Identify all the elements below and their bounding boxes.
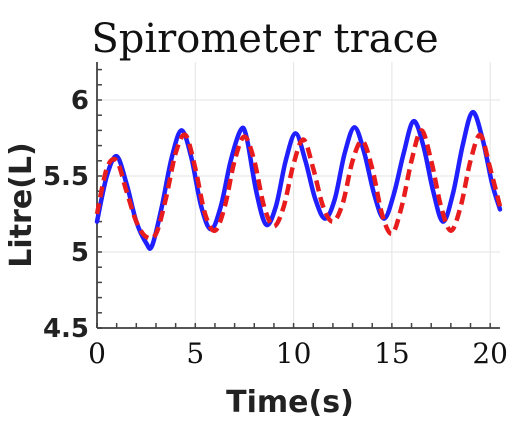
series-layer	[94, 109, 503, 251]
y-tick-label: 6	[71, 86, 89, 116]
axes	[96, 62, 500, 329]
y-tick-label: 5	[71, 238, 89, 268]
chart-title: Spirometer trace	[91, 16, 438, 62]
y-tick-label: 4.5	[43, 314, 89, 344]
x-tick-label: 0	[88, 337, 106, 370]
y-axis-label: Litre(L)	[4, 142, 39, 267]
x-tick-label: 20	[472, 337, 508, 370]
tick-labels: 4.5 5 5.5 6 0 5 10 15 20	[43, 86, 508, 370]
x-axis-label: Time(s)	[226, 385, 354, 420]
series-line-2	[94, 128, 503, 241]
x-tick-label: 15	[374, 337, 410, 370]
x-tick-label: 10	[276, 337, 312, 370]
x-tick-label: 5	[186, 337, 204, 370]
series-line-1	[94, 109, 503, 251]
y-tick-label: 5.5	[43, 162, 89, 192]
